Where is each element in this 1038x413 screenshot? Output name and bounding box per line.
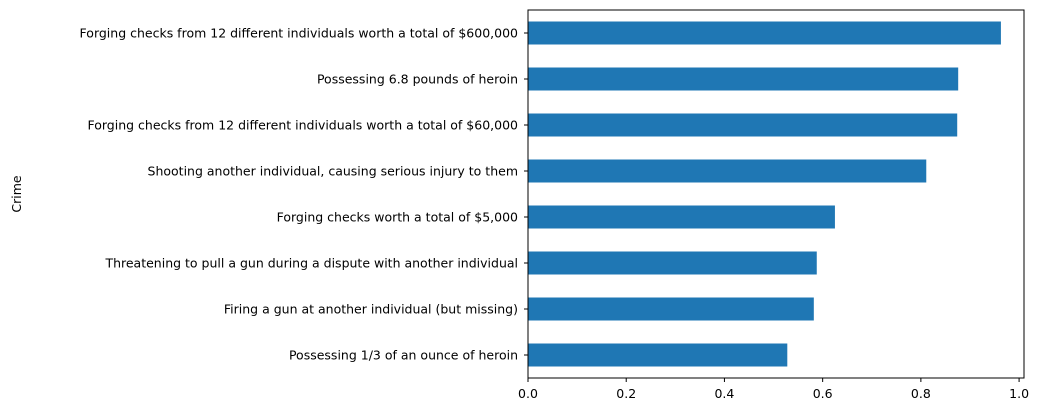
x-tick-label-3: 0.6 [813, 386, 833, 401]
bar-1 [528, 67, 959, 91]
y-axis-title: Crime [9, 175, 24, 213]
bar-4 [528, 205, 835, 229]
category-label-3: Shooting another individual, causing ser… [148, 164, 518, 179]
category-label-0: Forging checks from 12 different individ… [80, 26, 518, 41]
x-ticks-group: 0.0 0.2 0.4 0.6 0.8 1.0 [518, 378, 1029, 401]
bar-6 [528, 297, 814, 321]
plot-frame [527, 9, 1025, 379]
category-label-5: Threatening to pull a gun during a dispu… [104, 256, 518, 271]
bar-5 [528, 251, 817, 275]
bar-3 [528, 159, 927, 183]
category-labels-group: Forging checks from 12 different individ… [80, 26, 528, 363]
category-label-4: Forging checks worth a total of $5,000 [277, 210, 518, 225]
bar-0 [528, 21, 1001, 45]
x-tick-label-5: 1.0 [1009, 386, 1029, 401]
category-label-1: Possessing 6.8 pounds of heroin [317, 72, 518, 87]
x-tick-label-4: 0.8 [911, 386, 931, 401]
category-label-7: Possessing 1/3 of an ounce of heroin [289, 348, 518, 363]
category-label-6: Firing a gun at another individual (but … [224, 302, 518, 317]
bars-group [528, 21, 1001, 367]
x-tick-label-0: 0.0 [518, 386, 538, 401]
x-tick-label-2: 0.4 [714, 386, 734, 401]
bar-2 [528, 113, 958, 137]
x-tick-label-1: 0.2 [616, 386, 636, 401]
category-label-2: Forging checks from 12 different individ… [88, 118, 519, 133]
bar-7 [528, 343, 788, 367]
